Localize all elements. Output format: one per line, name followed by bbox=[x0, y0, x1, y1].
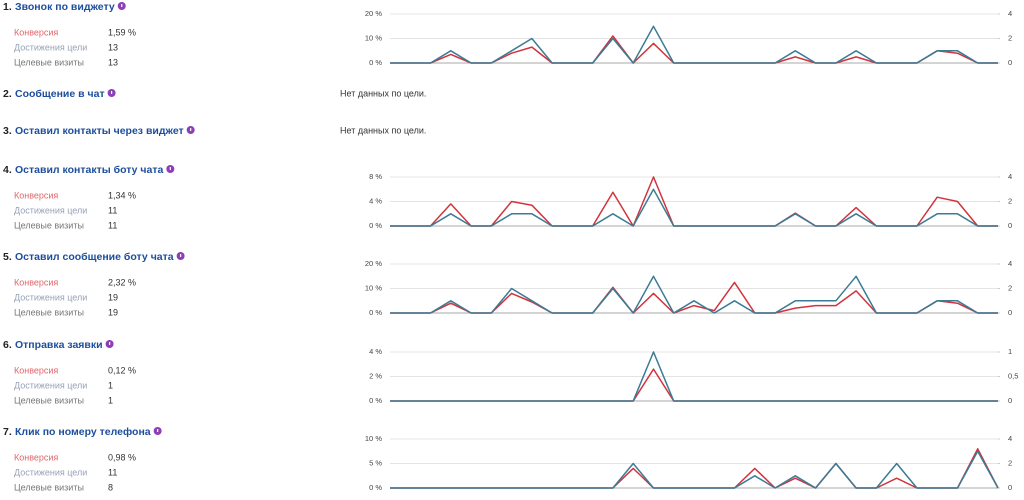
metric-label: Целевые визиты bbox=[14, 57, 84, 67]
metric-label: Целевые визиты bbox=[14, 220, 84, 230]
y2-tick-label: 0 bbox=[1008, 396, 1012, 405]
metric-value: 1 bbox=[108, 380, 113, 390]
y-tick-label: 0 % bbox=[369, 396, 382, 405]
metric-label: Достижения цели bbox=[14, 205, 87, 215]
y-tick-label: 4 % bbox=[369, 196, 382, 205]
metric-value: 13 bbox=[108, 57, 118, 67]
goal-number: 7. bbox=[3, 426, 12, 438]
metric-label: Целевые визиты bbox=[14, 482, 84, 492]
y-tick-label: 10 % bbox=[365, 434, 382, 443]
metric-value: 0,12 % bbox=[108, 365, 136, 375]
series-line bbox=[390, 450, 999, 489]
y2-tick-label: 0,5 bbox=[1008, 371, 1018, 380]
y-tick-label: 0 % bbox=[369, 221, 382, 230]
series-line bbox=[390, 448, 999, 489]
metric-label: Целевые визиты bbox=[14, 395, 84, 405]
y2-tick-label: 0 bbox=[1008, 58, 1012, 67]
y-tick-label: 20 % bbox=[365, 259, 382, 268]
metric-value: 0,98 % bbox=[108, 452, 136, 462]
goal-number: 4. bbox=[3, 164, 12, 176]
y-tick-label: 4 % bbox=[369, 347, 382, 356]
goal-title[interactable]: Оставил контакты через виджет bbox=[15, 125, 184, 137]
y-tick-label: 8 % bbox=[369, 172, 382, 181]
y2-tick-label: 0 bbox=[1008, 308, 1012, 317]
series-line bbox=[390, 351, 998, 402]
goal-title[interactable]: Оставил сообщение боту чата bbox=[15, 251, 174, 263]
goal-number: 5. bbox=[3, 251, 12, 263]
y2-tick-label: 4 bbox=[1008, 172, 1012, 181]
goal-number: 1. bbox=[3, 1, 12, 13]
y2-tick-label: 2 bbox=[1008, 283, 1012, 292]
series-line bbox=[390, 368, 998, 402]
metric-label: Достижения цели bbox=[14, 380, 87, 390]
y-tick-label: 0 % bbox=[369, 308, 382, 317]
y2-tick-label: 0 bbox=[1008, 483, 1012, 492]
metric-value: 1 bbox=[108, 395, 113, 405]
goal-number: 6. bbox=[3, 339, 12, 351]
goal-number: 3. bbox=[3, 125, 12, 137]
y2-tick-label: 0 bbox=[1008, 221, 1012, 230]
y-tick-label: 0 % bbox=[369, 58, 382, 67]
metric-label: Конверсия bbox=[14, 452, 58, 462]
y2-tick-label: 2 bbox=[1008, 458, 1012, 467]
y2-tick-label: 4 bbox=[1008, 434, 1012, 443]
y2-tick-label: 2 bbox=[1008, 33, 1012, 42]
metric-value: 2,32 % bbox=[108, 277, 136, 287]
goal-title[interactable]: Оставил контакты боту чата bbox=[15, 164, 163, 176]
metric-label: Конверсия bbox=[14, 365, 58, 375]
metric-label: Достижения цели bbox=[14, 292, 87, 302]
series-line bbox=[390, 25, 998, 64]
y2-tick-label: 2 bbox=[1008, 196, 1012, 205]
metric-label: Конверсия bbox=[14, 190, 58, 200]
goal-title[interactable]: Звонок по виджету bbox=[15, 1, 115, 13]
y-tick-label: 10 % bbox=[365, 283, 382, 292]
metric-label: Целевые визиты bbox=[14, 307, 84, 317]
metric-label: Конверсия bbox=[14, 277, 58, 287]
metric-value: 19 bbox=[108, 307, 118, 317]
no-data-text: Нет данных по цели. bbox=[340, 125, 426, 135]
y-tick-label: 0 % bbox=[369, 483, 382, 492]
y-tick-label: 20 % bbox=[365, 9, 382, 18]
y-tick-label: 10 % bbox=[365, 33, 382, 42]
metric-value: 8 bbox=[108, 482, 113, 492]
y2-tick-label: 1 bbox=[1008, 347, 1012, 356]
metric-value: 1,34 % bbox=[108, 190, 136, 200]
y-tick-label: 5 % bbox=[369, 458, 382, 467]
series-line bbox=[390, 188, 998, 227]
metric-value: 19 bbox=[108, 292, 118, 302]
y2-tick-label: 4 bbox=[1008, 259, 1012, 268]
metric-value: 11 bbox=[108, 220, 117, 230]
goal-title[interactable]: Отправка заявки bbox=[15, 339, 103, 351]
metric-value: 13 bbox=[108, 42, 118, 52]
series-line bbox=[390, 281, 998, 314]
no-data-text: Нет данных по цели. bbox=[340, 88, 426, 98]
y2-tick-label: 4 bbox=[1008, 9, 1012, 18]
metric-label: Достижения цели bbox=[14, 42, 87, 52]
metric-value: 11 bbox=[108, 467, 117, 477]
goal-number: 2. bbox=[3, 88, 12, 100]
goal-title[interactable]: Сообщение в чат bbox=[15, 88, 105, 100]
metric-label: Достижения цели bbox=[14, 467, 87, 477]
metric-label: Конверсия bbox=[14, 27, 58, 37]
metric-value: 1,59 % bbox=[108, 27, 136, 37]
y-tick-label: 2 % bbox=[369, 371, 382, 380]
goal-title[interactable]: Клик по номеру телефона bbox=[15, 426, 151, 438]
series-line bbox=[390, 35, 998, 64]
series-line bbox=[390, 275, 998, 314]
metric-value: 11 bbox=[108, 205, 117, 215]
